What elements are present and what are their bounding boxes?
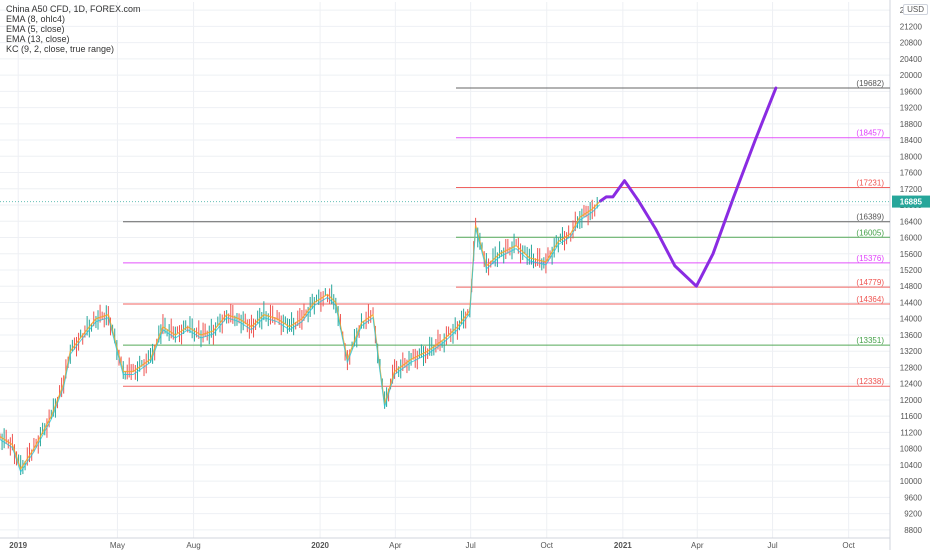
legend-ema-5: EMA (5, close) bbox=[6, 24, 65, 34]
legend: China A50 CFD, 1D, FOREX.com EMA (8, ohl… bbox=[6, 4, 141, 54]
level-label: (13351) bbox=[856, 336, 884, 345]
y-tick-label: 19200 bbox=[900, 104, 923, 113]
y-tick-label: 12800 bbox=[900, 363, 923, 372]
ema-line bbox=[0, 204, 601, 474]
y-tick-label: 11200 bbox=[900, 428, 922, 437]
legend-ema-13: EMA (13, close) bbox=[6, 34, 70, 44]
y-tick-label: 14000 bbox=[900, 315, 923, 324]
x-tick-label: Oct bbox=[842, 541, 855, 550]
x-tick-label: May bbox=[110, 541, 125, 550]
y-tick-label: 10800 bbox=[900, 445, 923, 454]
y-tick-label: 9600 bbox=[904, 493, 922, 502]
level-label: (16005) bbox=[856, 228, 884, 237]
currency-label[interactable]: USD bbox=[903, 4, 928, 15]
y-tick-label: 14400 bbox=[900, 298, 923, 307]
y-tick-label: 17200 bbox=[900, 185, 923, 194]
y-tick-label: 18400 bbox=[900, 136, 923, 145]
y-tick-label: 15600 bbox=[900, 250, 923, 259]
y-tick-label: 18800 bbox=[900, 120, 923, 129]
level-label: (12338) bbox=[856, 377, 884, 386]
x-tick-label: Jul bbox=[767, 541, 777, 550]
y-tick-label: 20800 bbox=[900, 39, 923, 48]
legend-ema-8: EMA (8, ohlc4) bbox=[6, 14, 66, 24]
last-price-badge bbox=[892, 195, 930, 208]
level-label: (17231) bbox=[856, 179, 884, 188]
last-price-label: 16885 bbox=[900, 198, 923, 207]
projection-line bbox=[599, 86, 778, 288]
y-tick-label: 18000 bbox=[900, 152, 923, 161]
y-tick-label: 21200 bbox=[900, 22, 923, 31]
y-tick-label: 10000 bbox=[900, 477, 923, 486]
x-tick-label: Apr bbox=[691, 541, 704, 550]
ema-line bbox=[0, 201, 601, 471]
x-tick-label: 2019 bbox=[9, 541, 27, 550]
y-tick-label: 12400 bbox=[900, 380, 923, 389]
y-tick-label: 20000 bbox=[900, 71, 923, 80]
y-tick-label: 15200 bbox=[900, 266, 923, 275]
y-tick-label: 19600 bbox=[900, 87, 923, 96]
y-tick-label: 13600 bbox=[900, 331, 923, 340]
y-tick-label: 10400 bbox=[900, 461, 923, 470]
y-tick-label: 16000 bbox=[900, 234, 923, 243]
level-label: (14779) bbox=[856, 278, 884, 287]
y-tick-label: 17600 bbox=[900, 169, 923, 178]
x-tick-label: 2021 bbox=[614, 541, 632, 550]
y-tick-label: 13200 bbox=[900, 347, 923, 356]
x-tick-label: Aug bbox=[186, 541, 200, 550]
legend-title: China A50 CFD, 1D, FOREX.com bbox=[6, 4, 141, 14]
x-tick-label: 2020 bbox=[311, 541, 329, 550]
y-tick-label: 11600 bbox=[900, 412, 922, 421]
legend-kc: KC (9, 2, close, true range) bbox=[6, 44, 115, 54]
level-label: (18457) bbox=[856, 129, 884, 138]
x-tick-label: Oct bbox=[541, 541, 554, 550]
level-label: (16389) bbox=[856, 213, 884, 222]
y-tick-label: 8800 bbox=[904, 526, 922, 535]
level-label: (14364) bbox=[856, 295, 884, 304]
y-tick-label: 12000 bbox=[900, 396, 923, 405]
y-tick-label: 16400 bbox=[900, 217, 923, 226]
level-label: (19682) bbox=[856, 79, 884, 88]
x-tick-label: Apr bbox=[389, 541, 402, 550]
y-tick-label: 20400 bbox=[900, 55, 923, 64]
y-tick-label: 9200 bbox=[904, 510, 922, 519]
level-label: (15376) bbox=[856, 254, 884, 263]
y-tick-label: 14800 bbox=[900, 282, 923, 291]
x-tick-label: Jul bbox=[466, 541, 476, 550]
